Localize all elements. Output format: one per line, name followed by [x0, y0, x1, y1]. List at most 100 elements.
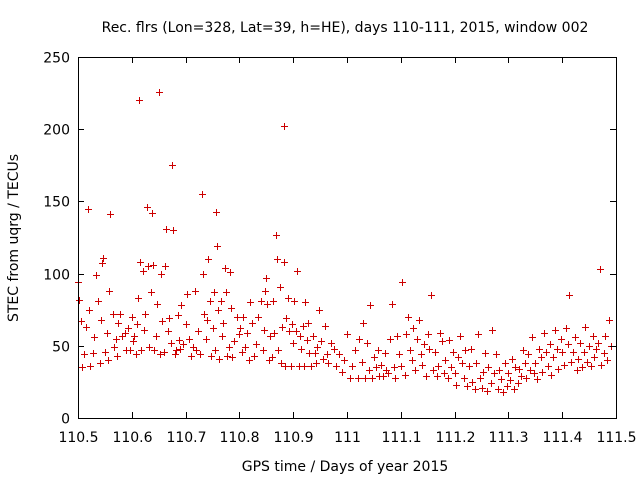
data-point [228, 305, 235, 312]
data-point [214, 243, 221, 250]
data-point [172, 351, 179, 358]
data-point [570, 349, 577, 356]
data-point [282, 363, 289, 370]
data-point [186, 336, 193, 343]
data-point [505, 370, 512, 377]
data-point [574, 367, 581, 374]
data-point [122, 330, 129, 337]
data-point [396, 351, 403, 358]
data-point [394, 333, 401, 340]
data-point [313, 360, 320, 367]
data-point [267, 333, 274, 340]
data-point [391, 364, 398, 371]
data-point [412, 367, 419, 374]
data-point [97, 360, 104, 367]
data-point [344, 331, 351, 338]
data-point [226, 344, 233, 351]
data-point [298, 346, 305, 353]
data-point [244, 330, 251, 337]
data-point [219, 333, 226, 340]
data-point [86, 307, 93, 314]
data-point [450, 349, 457, 356]
data-point [149, 210, 156, 217]
data-point [389, 301, 396, 308]
data-point [157, 351, 164, 358]
x-tick-label: 111.5 [596, 430, 636, 446]
x-tick-label: 110.9 [273, 430, 313, 446]
x-tick-label: 111.2 [435, 430, 475, 446]
data-point [453, 382, 460, 389]
data-point [229, 354, 236, 361]
data-point [135, 295, 142, 302]
data-point [83, 324, 90, 331]
data-point [113, 336, 120, 343]
data-point [111, 344, 118, 351]
data-point [178, 302, 185, 309]
data-point [435, 363, 442, 370]
data-point [184, 291, 191, 298]
data-point [496, 367, 503, 374]
data-point [534, 376, 541, 383]
data-point [251, 353, 258, 360]
data-point [360, 320, 367, 327]
data-point [138, 347, 145, 354]
data-point [367, 302, 374, 309]
data-point [523, 375, 530, 382]
data-point [170, 227, 177, 234]
data-point [294, 268, 301, 275]
data-point [203, 336, 210, 343]
data-point [263, 275, 270, 282]
data-point [293, 328, 300, 335]
data-point [288, 363, 295, 370]
data-point [462, 347, 469, 354]
data-point [380, 373, 387, 380]
data-point [426, 346, 433, 353]
data-point [237, 325, 244, 332]
data-point [285, 295, 292, 302]
x-tick-label: 111 [334, 430, 361, 446]
x-tick-label: 111.4 [542, 430, 582, 446]
data-point [522, 360, 529, 367]
data-point [144, 204, 151, 211]
x-tick-label: 110.7 [166, 430, 206, 446]
data-point [432, 349, 439, 356]
data-point [575, 356, 582, 363]
data-point [247, 299, 254, 306]
data-point [548, 372, 555, 379]
data-point [220, 320, 227, 327]
data-point [316, 307, 323, 314]
data-point [554, 346, 561, 353]
data-point [590, 333, 597, 340]
data-point [76, 297, 83, 304]
x-axis-label: GPS time / Days of year 2015 [242, 459, 449, 475]
data-point [262, 288, 269, 295]
data-point [304, 337, 311, 344]
data-point [127, 347, 134, 354]
data-point [518, 373, 525, 380]
data-point [446, 337, 453, 344]
data-point [85, 206, 92, 213]
data-point [405, 314, 412, 321]
data-point [328, 340, 335, 347]
data-point [98, 317, 105, 324]
data-point [538, 354, 545, 361]
data-point [277, 284, 284, 291]
data-point [286, 328, 293, 335]
data-point [223, 289, 230, 296]
data-point [283, 315, 290, 322]
data-point [410, 325, 417, 332]
y-axis-label: STEC from uqrg / TECUs [6, 154, 22, 322]
data-point [102, 349, 109, 356]
data-point [378, 362, 385, 369]
data-point [515, 380, 522, 387]
data-point [107, 211, 114, 218]
data-point [246, 357, 253, 364]
data-point [134, 321, 141, 328]
data-point [274, 256, 281, 263]
chart-title: Rec. flrs (Lon=328, Lat=39, h=HE), days … [102, 20, 589, 36]
data-point [87, 363, 94, 370]
data-point [213, 209, 220, 216]
data-point [387, 336, 394, 343]
x-tick-label: 110.5 [58, 430, 98, 446]
data-point [434, 373, 441, 380]
